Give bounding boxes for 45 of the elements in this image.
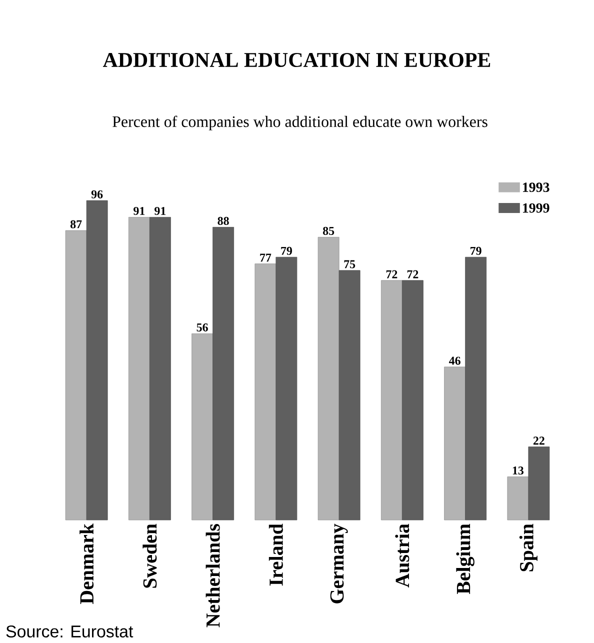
data-label: 79 [470, 246, 482, 255]
data-label: 72 [407, 270, 418, 278]
data-label: 87 [70, 220, 82, 228]
bar [212, 226, 234, 520]
data-label: 13 [512, 466, 524, 475]
data-label: 72 [386, 270, 398, 278]
bar [128, 216, 150, 520]
data-label: 85 [322, 226, 334, 235]
x-tick-label: Germany [330, 524, 348, 604]
bar [86, 200, 108, 520]
bar [338, 270, 360, 520]
bar [444, 366, 466, 520]
bar [465, 256, 487, 520]
data-label: 91 [154, 206, 166, 215]
data-label: 46 [448, 356, 460, 365]
x-tick-label: Austria [395, 524, 410, 588]
data-label: 22 [533, 436, 544, 445]
x-tick-label: Sweden [142, 524, 157, 588]
legend-label: 1999 [523, 203, 550, 213]
data-label: 77 [260, 254, 272, 262]
x-tick-label: Spain [519, 524, 538, 572]
bar [276, 256, 298, 520]
bar [149, 216, 171, 520]
chart-title: ADDITIONAL EDUCATION IN EUROPE [102, 52, 490, 68]
source-note: Source: Eurostat [6, 625, 134, 638]
x-tick-label: Netherlands [206, 524, 220, 628]
x-tick-label: Ireland [268, 524, 283, 586]
bar [380, 280, 402, 520]
data-label: 88 [218, 216, 229, 225]
data-label: 96 [91, 190, 103, 198]
data-label: 91 [134, 206, 145, 215]
bar [318, 236, 340, 520]
bar [192, 333, 214, 520]
legend-label: 1993 [523, 182, 550, 192]
bar [528, 446, 550, 520]
bar [402, 280, 424, 520]
data-label: 79 [281, 246, 292, 255]
bar [507, 476, 529, 520]
data-label: 75 [344, 260, 356, 268]
bar [65, 230, 87, 520]
bar [254, 264, 276, 520]
x-tick-label: Denmark [80, 524, 94, 604]
data-label: 56 [196, 323, 208, 332]
x-tick-label: Belgium [456, 524, 474, 594]
chart-subtitle: Percent of companies who additional educate own workers [112, 116, 488, 130]
